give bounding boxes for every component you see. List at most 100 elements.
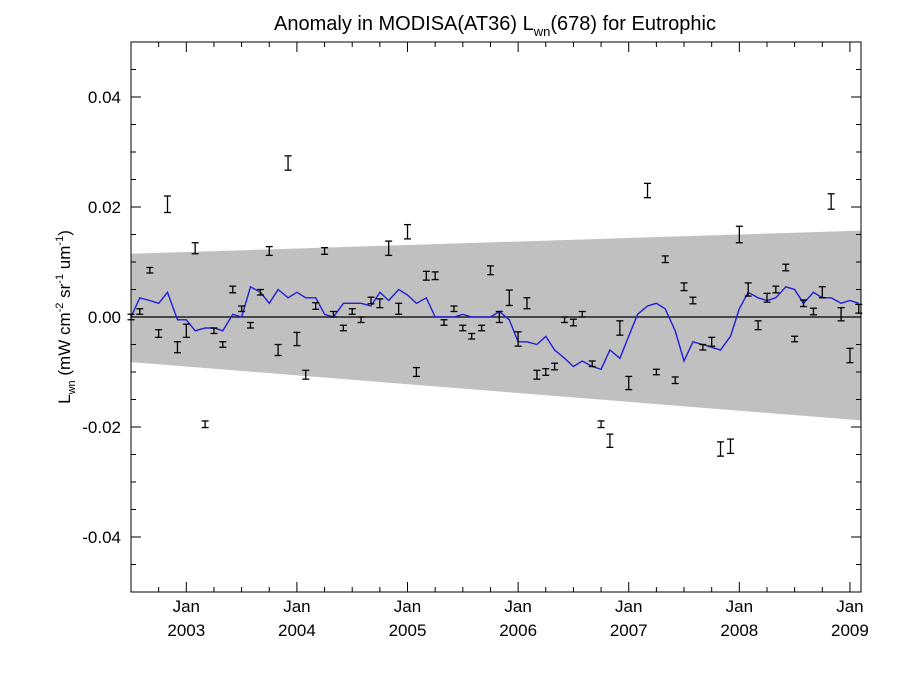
errorbar-point (404, 223, 412, 240)
errorbar-point (312, 302, 320, 310)
errorbar-point (173, 341, 181, 354)
x-tick-label-year: 2007 (610, 621, 648, 640)
errorbar-point (578, 310, 586, 318)
y-axis-label-part-1: L (55, 394, 74, 403)
x-tick-label-year: 2006 (499, 621, 537, 640)
errorbar-point (164, 195, 171, 214)
errorbar-point (265, 245, 273, 257)
errorbar-point (321, 247, 329, 255)
y-tick-labels: -0.04 -0.02 0.00 0.02 0.04 (82, 88, 121, 547)
x-tick-label-year: 2004 (278, 621, 316, 640)
errorbar-point (717, 441, 725, 457)
confidence-band-layer (131, 230, 861, 421)
errorbar-point (533, 369, 541, 380)
errorbar-point (146, 266, 154, 274)
errorbar-point (440, 319, 448, 326)
errorbar-point (644, 182, 652, 199)
errorbar-point (367, 296, 375, 305)
x-tick-label-month: Jan (173, 597, 200, 616)
errorbar-point (302, 369, 310, 380)
errorbar-point (155, 328, 163, 339)
y-axis-label: Lwn (mW cm-2 sr-1 um-1) (54, 230, 78, 404)
errorbar-point (689, 296, 697, 305)
errorbar-point (431, 271, 439, 281)
y-axis-label-part-2: (mW cm (55, 312, 74, 380)
anomaly-line-layer (130, 285, 860, 371)
y-tick-label: -0.04 (82, 528, 121, 547)
errorbar-point (486, 265, 494, 276)
errorbar-point (274, 343, 282, 357)
errorbar-point (754, 320, 762, 331)
errorbar-point (339, 324, 347, 332)
x-tick-label-month: Jan (504, 597, 531, 616)
errorbar-point (616, 320, 624, 336)
y-axis-label-sub-1: wn (66, 380, 78, 395)
x-tick-label-year: 2003 (167, 621, 205, 640)
errorbar-point (551, 362, 559, 371)
errorbar-point (799, 299, 807, 308)
x-tick-label-year: 2005 (389, 621, 427, 640)
errorbar-layer (127, 155, 863, 457)
errorbar-point (495, 310, 503, 324)
errorbar-point (514, 331, 522, 347)
errorbar-point (772, 285, 780, 294)
errorbar-point (136, 308, 144, 315)
errorbar-point (625, 375, 633, 391)
errorbar-point (238, 305, 246, 313)
errorbar-point (395, 302, 403, 315)
x-tick-labels: Jan 2003 Jan 2004 Jan 2005 Jan 2006 Jan 2007 Jan 20… (167, 597, 868, 640)
errorbar-point (542, 368, 550, 376)
errorbar-point (708, 336, 716, 347)
y-tick-label: 0.00 (88, 308, 121, 327)
errorbar-point (782, 263, 790, 272)
y-tick-label: -0.02 (82, 418, 121, 437)
errorbar-point (699, 343, 707, 351)
y-axis-label-part-5: ) (55, 230, 74, 236)
errorbar-point (827, 193, 835, 210)
errorbar-point (561, 316, 569, 324)
errorbar-point (468, 332, 476, 340)
errorbar-point (763, 292, 771, 303)
chart-title-prefix: Anomaly in MODISA(AT36) L (274, 13, 534, 35)
errorbar-point (348, 308, 356, 315)
errorbar-point (246, 321, 254, 329)
x-tick-label-month: Jan (615, 597, 642, 616)
errorbar-point (818, 286, 826, 299)
errorbar-point (201, 420, 209, 429)
anomaly-line (130, 285, 860, 371)
errorbar-point (846, 347, 854, 364)
errorbar-point (661, 255, 669, 264)
chart-title-subscript: wn (533, 24, 551, 39)
errorbar-point (459, 324, 467, 332)
errorbar-point (284, 155, 292, 171)
x-tick-label-year: 2008 (720, 621, 758, 640)
errorbar-point (652, 368, 660, 376)
y-tick-label: 0.02 (88, 198, 121, 217)
errorbar-point (569, 318, 577, 327)
errorbar-point (210, 327, 218, 335)
errorbar-point (412, 366, 420, 378)
chart-title: Anomaly in MODISA(AT36) Lwn(678) for Eut… (274, 13, 716, 39)
errorbar-point (191, 242, 199, 255)
errorbar-point (680, 282, 688, 292)
errorbar-point (523, 297, 531, 310)
x-tick-label-year: 2009 (831, 621, 869, 640)
y-axis-label-sup-3: -1 (54, 236, 66, 246)
errorbar-point (293, 331, 301, 347)
y-tick-label: 0.04 (88, 88, 121, 107)
errorbar-point (671, 376, 679, 385)
x-tick-label-month: Jan (283, 597, 310, 616)
confidence-band (131, 230, 861, 421)
errorbar-point (837, 306, 845, 322)
errorbar-point (422, 270, 430, 281)
errorbar-point (357, 316, 365, 324)
errorbar-point (329, 310, 337, 318)
errorbar-point (791, 335, 799, 343)
x-tick-label-month: Jan (836, 597, 863, 616)
errorbar-point (182, 323, 190, 339)
errorbar-point (376, 298, 384, 309)
x-tick-label-month: Jan (726, 597, 753, 616)
errorbar-point (229, 285, 237, 294)
errorbar-point (744, 282, 752, 297)
